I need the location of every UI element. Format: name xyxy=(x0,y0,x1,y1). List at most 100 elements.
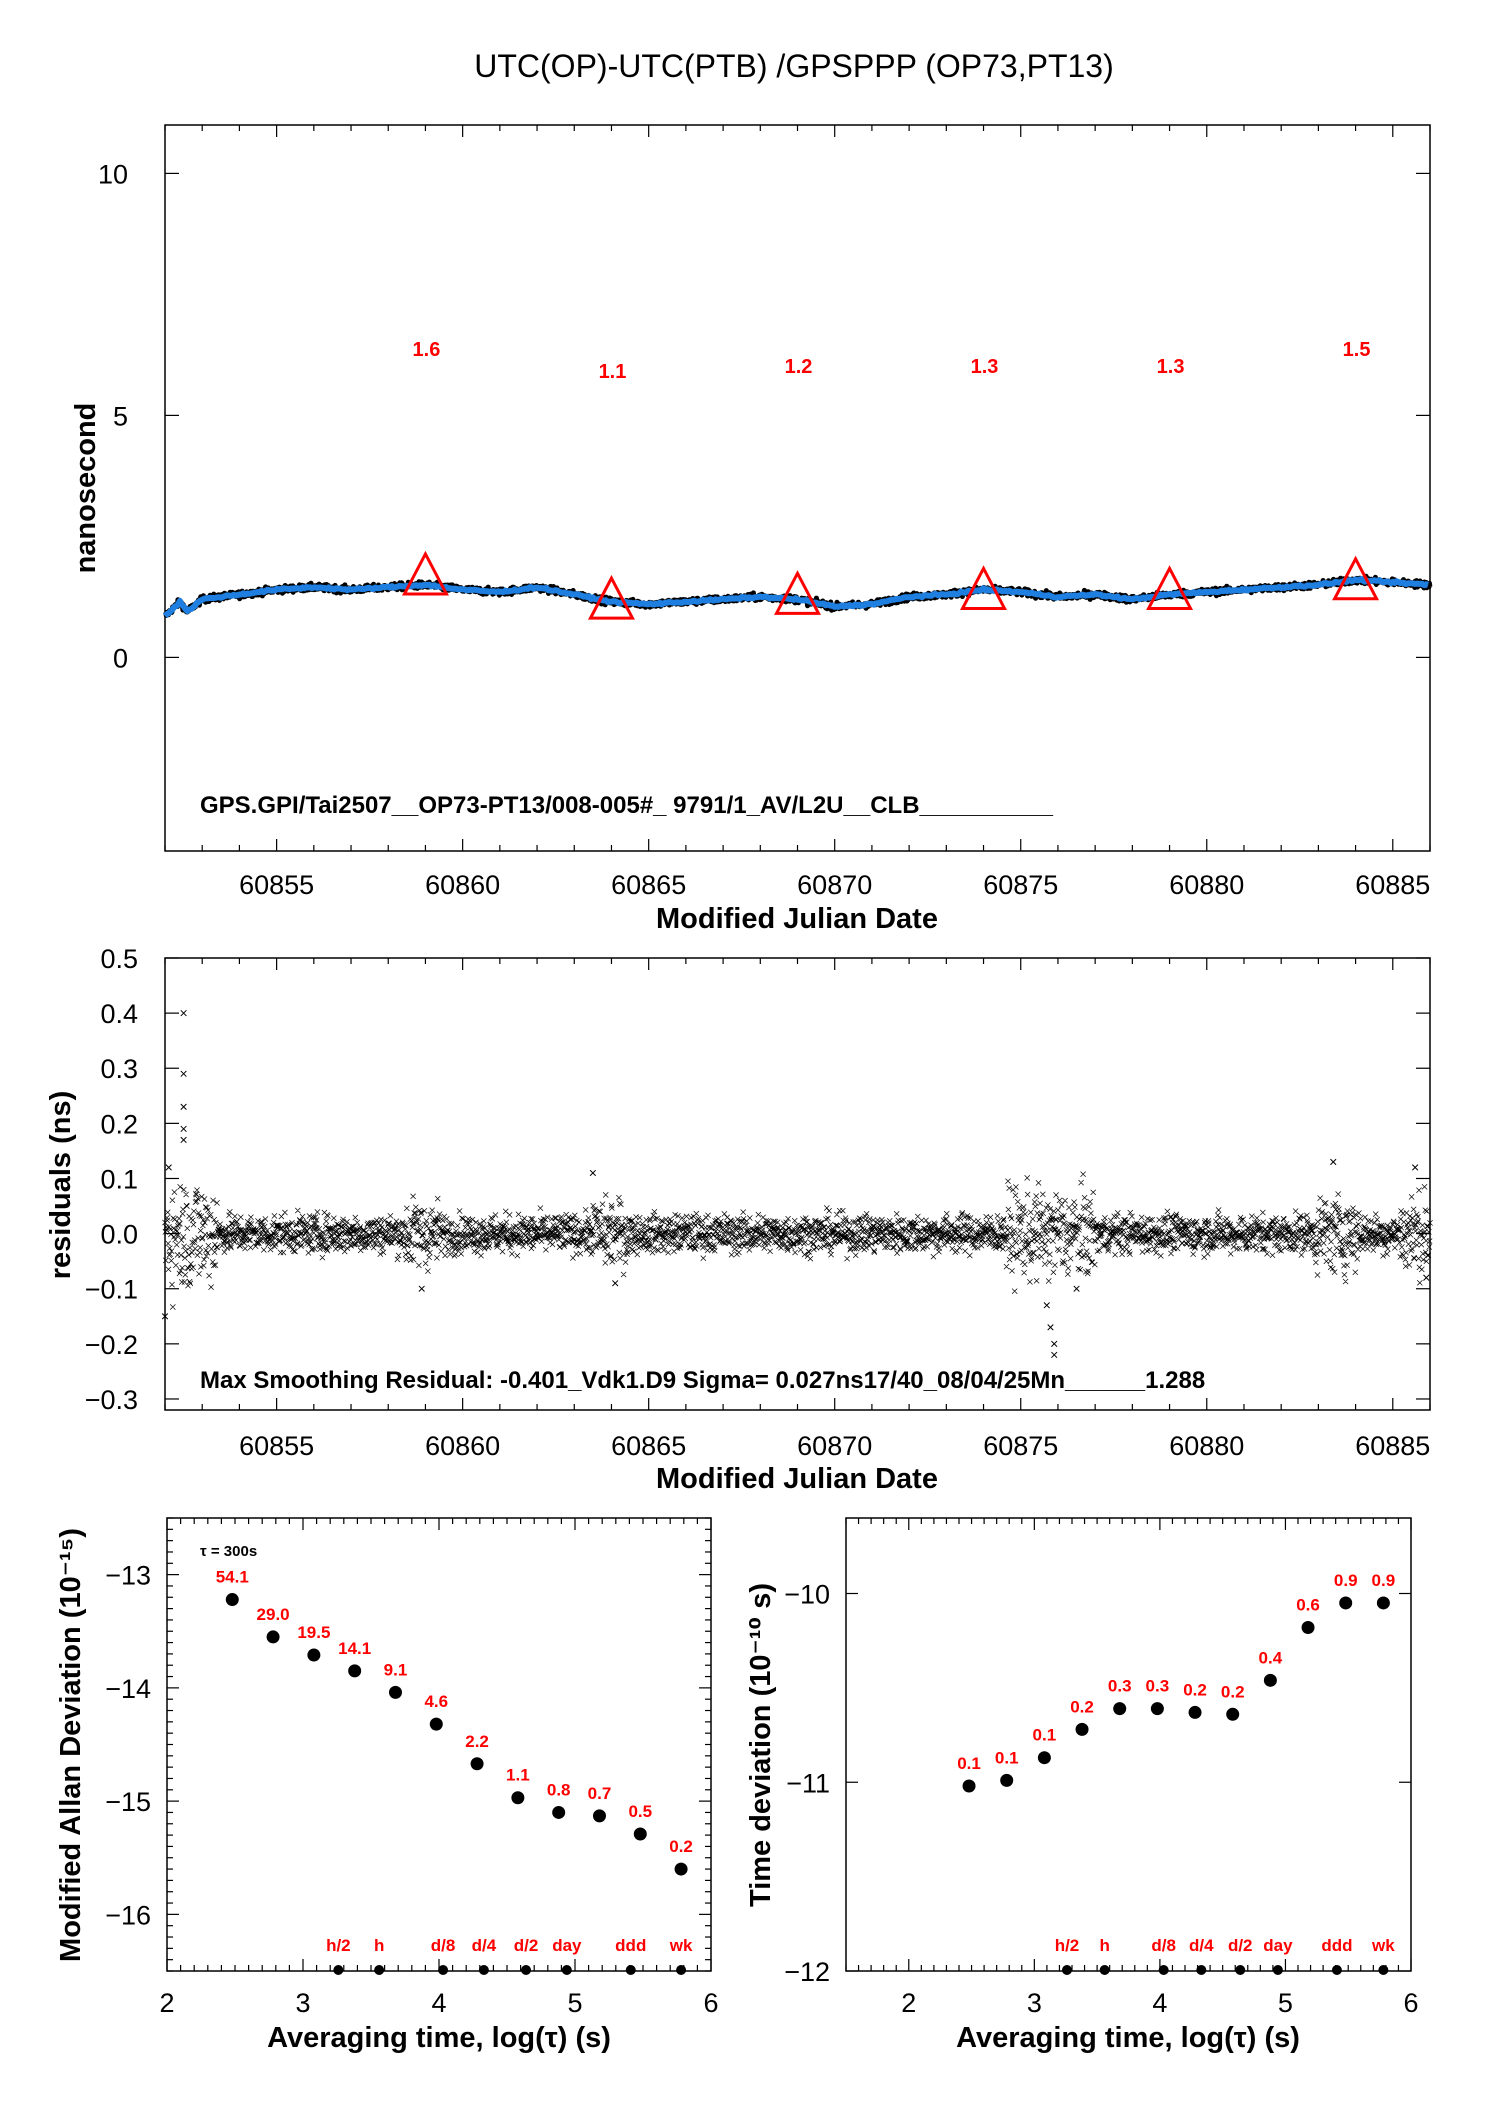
x-tick-label: 60870 xyxy=(797,870,872,900)
deviation-point xyxy=(348,1664,362,1678)
deviation-point xyxy=(1150,1702,1164,1716)
time-marker-label: d/2 xyxy=(514,1936,539,1955)
x-tick-label: 60885 xyxy=(1355,870,1430,900)
x-tick-label: 60860 xyxy=(425,870,500,900)
residual-outlier xyxy=(165,1164,172,1171)
deviation-point xyxy=(674,1862,688,1876)
time-marker-dot xyxy=(1235,1965,1246,1975)
y-tick-label: 0.2 xyxy=(100,1109,138,1139)
chart-title: UTC(OP)-UTC(PTB) /GPSPPP (OP73,PT13) xyxy=(474,48,1114,84)
deviation-label: 0.1 xyxy=(957,1754,981,1773)
deviation-point xyxy=(1113,1702,1127,1716)
deviation-label: 0.1 xyxy=(1033,1726,1057,1745)
deviation-point xyxy=(470,1757,484,1771)
x-tick-label: 60870 xyxy=(797,1431,872,1461)
y-tick-label: −12 xyxy=(784,1957,830,1987)
x-tick-label: 3 xyxy=(295,1988,310,2018)
y-tick-label: 0.1 xyxy=(100,1164,138,1194)
triangle-marker xyxy=(774,570,821,615)
y-tick-label: −0.1 xyxy=(85,1275,138,1305)
time-marker-dot xyxy=(1378,1965,1389,1975)
residuals-axis-ticks xyxy=(164,957,1431,1410)
time-marker-dot xyxy=(561,1965,572,1975)
tdev-x-axis-label: Averaging time, log(τ) (s) xyxy=(956,2022,1300,2054)
x-tick-label: 60875 xyxy=(983,870,1058,900)
y-tick-label: −15 xyxy=(105,1787,151,1817)
triangle-label: 1.6 xyxy=(413,339,441,361)
time-marker-dot xyxy=(625,1965,636,1975)
timeseries-x-tick-labels: 60855 60860 60865 60870 60875 60880 60885 xyxy=(239,870,1430,900)
x-tick-label: 60865 xyxy=(611,1431,686,1461)
residuals-points xyxy=(161,1009,1433,1359)
deviation-point xyxy=(1000,1773,1014,1787)
deviation-label: 0.2 xyxy=(669,1837,693,1856)
deviation-label: 0.1 xyxy=(995,1748,1019,1767)
x-tick-label: 2 xyxy=(159,1988,174,2018)
y-tick-label: 0.4 xyxy=(100,999,138,1029)
tdev-y-axis-label: Time deviation (10⁻¹⁰ s) xyxy=(745,1583,777,1907)
deviation-label: 0.3 xyxy=(1146,1677,1170,1696)
deviation-point xyxy=(388,1685,402,1699)
triangle-label: 1.3 xyxy=(971,356,999,378)
time-marker-label: day xyxy=(552,1936,582,1955)
triangle-label: 1.3 xyxy=(1157,356,1185,378)
residual-outlier xyxy=(161,1313,169,1320)
deviation-point xyxy=(225,1593,239,1607)
deviation-label: 54.1 xyxy=(216,1568,249,1587)
x-tick-label: 60880 xyxy=(1169,870,1244,900)
deviation-label: 0.9 xyxy=(1334,1571,1358,1590)
time-marker-dot xyxy=(521,1965,532,1975)
deviation-label: 0.9 xyxy=(1372,1571,1396,1590)
timeseries-smoothed-line xyxy=(162,576,1430,619)
x-tick-label: 60860 xyxy=(425,1431,500,1461)
time-marker-label: ddd xyxy=(615,1936,646,1955)
x-tick-label: 3 xyxy=(1027,1988,1042,2018)
time-marker-label: d/8 xyxy=(431,1936,456,1955)
timeseries-axis-ticks xyxy=(164,125,1431,851)
timeseries-x-axis-label: Modified Julian Date xyxy=(656,903,938,935)
x-tick-label: 6 xyxy=(703,1988,718,2018)
residual-outlier xyxy=(612,1280,619,1287)
residuals-x-tick-labels: 60855 60860 60865 60870 60875 60880 60885 xyxy=(239,1431,1430,1461)
deviation-point xyxy=(962,1779,976,1793)
residuals-x-axis-label: Modified Julian Date xyxy=(656,1463,938,1495)
time-marker-label: wk xyxy=(669,1936,693,1955)
time-marker-dot xyxy=(1099,1965,1110,1975)
deviation-label: 9.1 xyxy=(384,1660,408,1679)
time-marker-dot xyxy=(438,1965,449,1975)
deviation-label: 0.6 xyxy=(1296,1595,1320,1614)
deviation-point xyxy=(1339,1596,1353,1610)
deviation-point xyxy=(266,1630,280,1644)
residual-outlier xyxy=(180,1009,187,1017)
deviation-label: 0.7 xyxy=(588,1784,612,1803)
deviation-point xyxy=(429,1717,443,1731)
residual-outlier xyxy=(1051,1351,1058,1359)
mdev-y-tick-labels: −16 −15 −14 −13 xyxy=(105,1561,151,1931)
y-tick-label: 0.0 xyxy=(100,1220,138,1250)
residual-outlier xyxy=(589,1169,597,1177)
residual-outlier xyxy=(1330,1158,1337,1166)
x-tick-label: 60855 xyxy=(239,1431,314,1461)
deviation-point xyxy=(1226,1707,1240,1721)
deviation-label: 0.8 xyxy=(547,1780,571,1799)
deviation-label: 0.5 xyxy=(628,1802,652,1821)
mdev-y-axis-label: Modified Allan Deviation (10⁻¹⁵) xyxy=(55,1528,87,1962)
deviation-point xyxy=(552,1805,566,1819)
residual-outlier xyxy=(180,1103,187,1110)
tdev-x-tick-labels: 2 3 4 5 6 xyxy=(901,1988,1418,2018)
x-tick-label: 60875 xyxy=(983,1431,1058,1461)
deviation-label: 0.2 xyxy=(1183,1680,1207,1699)
y-tick-label: −10 xyxy=(784,1580,830,1610)
deviation-point xyxy=(1376,1596,1390,1610)
time-marker-label: h/2 xyxy=(1055,1936,1080,1955)
y-tick-label: −0.2 xyxy=(85,1330,138,1360)
mdev-tau-annotation: τ = 300s xyxy=(200,1543,257,1560)
mdev-time-markers: h/2 h d/8 d/4 d/2 day ddd wk xyxy=(326,1936,693,1975)
residual-outlier xyxy=(180,1125,187,1133)
deviation-point xyxy=(1263,1673,1277,1687)
y-tick-label: 5 xyxy=(113,401,128,431)
deviation-label: 0.2 xyxy=(1221,1682,1245,1701)
x-tick-label: 60885 xyxy=(1355,1431,1430,1461)
triangle-label: 1.5 xyxy=(1343,339,1371,361)
tdev-axis-ticks xyxy=(845,1518,1412,1972)
